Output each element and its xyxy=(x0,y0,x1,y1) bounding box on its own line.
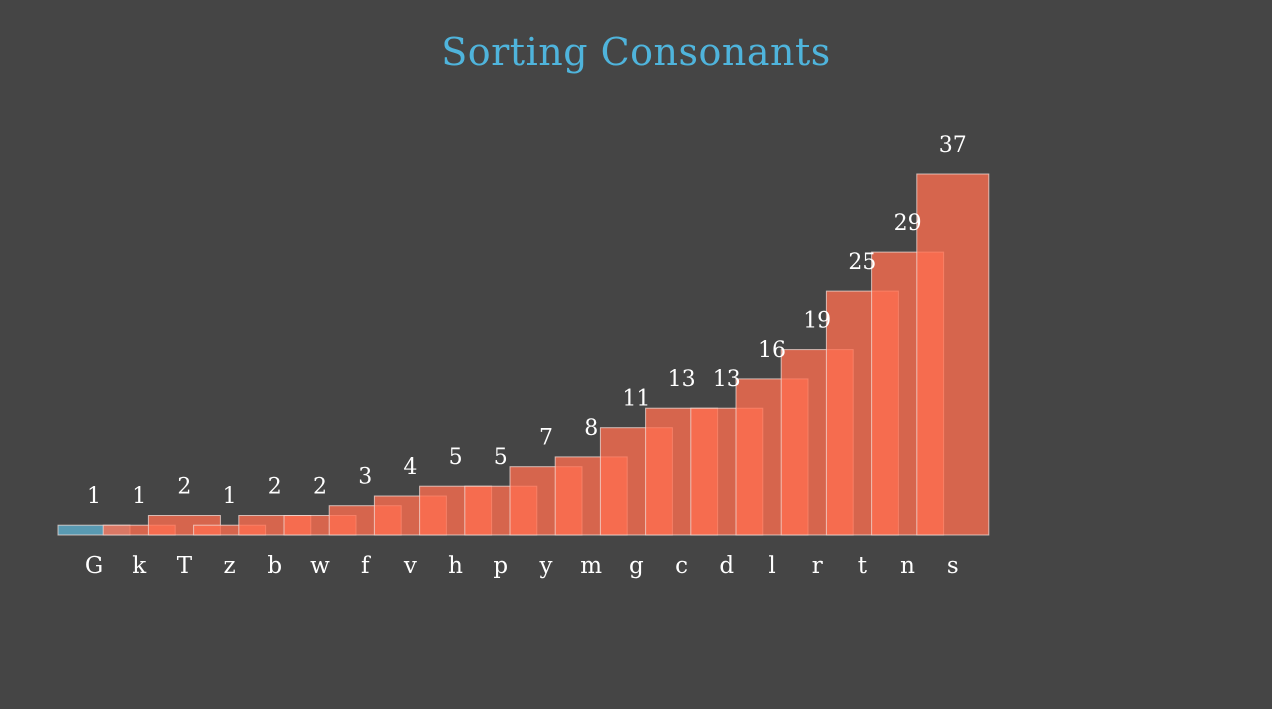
value-label-s: 37 xyxy=(939,133,967,158)
category-label-c: c xyxy=(675,553,688,579)
value-label-g: 11 xyxy=(622,387,650,412)
value-label-z: 1 xyxy=(223,484,237,509)
category-label-h: h xyxy=(448,553,463,579)
value-label-c: 13 xyxy=(668,367,696,392)
value-label-t: 25 xyxy=(848,250,876,275)
category-label-v: v xyxy=(403,553,417,579)
category-label-G: G xyxy=(85,553,103,579)
value-label-p: 5 xyxy=(494,445,508,470)
category-label-l: l xyxy=(768,553,775,579)
value-label-v: 4 xyxy=(403,455,417,480)
chart-title: Sorting Consonants xyxy=(441,30,831,74)
category-label-t: t xyxy=(858,553,868,579)
bar-s xyxy=(916,173,990,536)
value-label-w: 2 xyxy=(313,475,327,500)
category-label-s: s xyxy=(947,553,959,579)
value-label-r: 19 xyxy=(803,309,831,334)
value-label-d: 13 xyxy=(713,367,741,392)
category-label-p: p xyxy=(493,553,508,579)
value-label-f: 3 xyxy=(358,465,372,490)
category-label-y: y xyxy=(539,553,553,579)
category-label-g: g xyxy=(629,553,644,579)
category-label-r: r xyxy=(812,553,823,579)
value-label-l: 16 xyxy=(758,338,786,363)
value-label-n: 29 xyxy=(894,211,922,236)
category-label-n: n xyxy=(900,553,915,579)
value-label-b: 2 xyxy=(268,475,282,500)
value-label-y: 7 xyxy=(539,426,553,451)
category-label-z: z xyxy=(224,553,236,579)
value-label-G: 1 xyxy=(87,484,101,509)
category-label-f: f xyxy=(361,553,371,579)
value-label-h: 5 xyxy=(449,445,463,470)
category-label-d: d xyxy=(719,553,734,579)
value-label-T: 2 xyxy=(177,475,191,500)
category-label-T: T xyxy=(177,553,193,579)
value-label-m: 8 xyxy=(584,416,598,441)
category-label-m: m xyxy=(580,553,602,579)
value-label-k: 1 xyxy=(132,484,146,509)
category-label-b: b xyxy=(267,553,282,579)
category-label-w: w xyxy=(310,553,330,579)
category-label-k: k xyxy=(132,553,147,579)
